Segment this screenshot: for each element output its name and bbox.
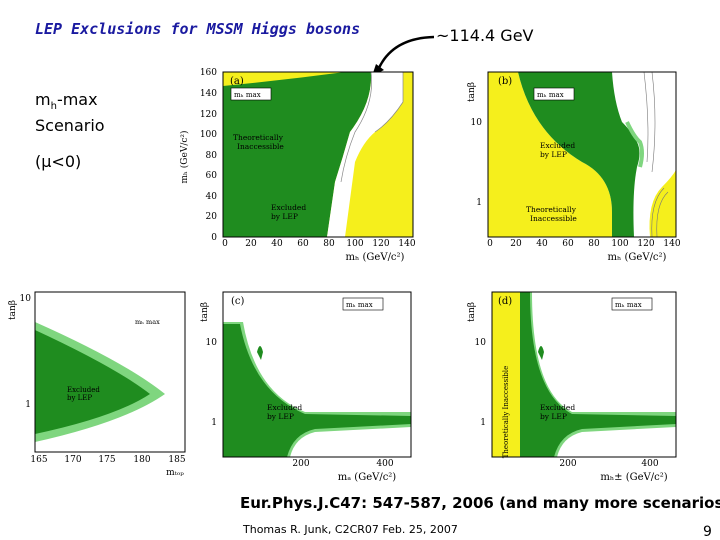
theory-label-b-1: Theoretically — [526, 205, 577, 214]
ytick-a: 160 — [200, 68, 217, 78]
ytick-a: 20 — [206, 212, 218, 222]
legend-c: mₕ max — [346, 301, 373, 309]
legend-d: mₕ max — [615, 301, 642, 309]
panel-label-a: (a) — [230, 76, 244, 87]
excl-label-e-1: Excluded — [67, 386, 100, 394]
excl-label-c-1: Excluded — [267, 403, 302, 412]
theory-label-a-2: Inaccessible — [237, 142, 284, 151]
panel-label-d: (d) — [498, 296, 512, 307]
excl-label-c-2: by LEP — [267, 412, 294, 421]
excl-label-b-2: by LEP — [540, 150, 567, 159]
xtick-e: 170 — [64, 455, 81, 465]
excl-label-d-1: Excluded — [540, 403, 575, 412]
legend-box-b — [533, 87, 575, 101]
scenario-label: mh-max Scenario — [35, 90, 105, 135]
xtick-a: 120 — [372, 239, 389, 249]
mass-annotation: ~114.4 GeV — [436, 26, 534, 45]
ylabel-e: tanβ — [8, 300, 18, 320]
excl-label-b-1: Excluded — [540, 141, 575, 150]
footer-text: Thomas R. Junk, C2CR07 Feb. 25, 2007 — [243, 523, 458, 536]
xtick-a: 40 — [271, 239, 283, 249]
excl-label-d-2: by LEP — [540, 412, 567, 421]
xtick-d: 200 — [559, 459, 576, 469]
xtick-a: 60 — [297, 239, 309, 249]
plot-a: (a) mₕ max Theoretically Inaccessible Ex… — [179, 68, 416, 263]
xtick-b: 0 — [487, 239, 493, 249]
xtick-c: 400 — [376, 459, 393, 469]
xtick-d: 400 — [641, 459, 658, 469]
ytick-a: 40 — [206, 192, 218, 202]
ytick-e: 10 — [20, 294, 32, 304]
legend-b: mₕ max — [537, 91, 564, 99]
plot-d: (d) mₕ max Theoretically Inaccessible Ex… — [467, 291, 677, 483]
xtick-a: 20 — [245, 239, 257, 249]
legend-box-a — [230, 87, 272, 101]
ytick-c: 10 — [206, 338, 218, 348]
xtick-e: 180 — [133, 455, 150, 465]
excl-label-a-2: by LEP — [271, 212, 298, 221]
legend-box-d — [611, 297, 653, 311]
legend-box-c — [342, 297, 384, 311]
theory-label-d: Theoretically Inaccessible — [502, 366, 510, 459]
theory-label-b-2: Inaccessible — [530, 214, 577, 223]
slide-title: LEP Exclusions for MSSM Higgs bosons — [35, 20, 361, 38]
xtick-e: 185 — [168, 455, 185, 465]
ylabel-a: mₕ (GeV/c²) — [179, 130, 190, 183]
xtick-a: 100 — [346, 239, 363, 249]
xtick-e: 175 — [98, 455, 115, 465]
ytick-a: 60 — [206, 171, 218, 181]
xtick-b: 40 — [536, 239, 548, 249]
xtick-b: 120 — [637, 239, 654, 249]
xtick-b: 140 — [663, 239, 680, 249]
ytick-a: 140 — [200, 89, 217, 99]
xtick-b: 20 — [510, 239, 522, 249]
panel-label-b: (b) — [498, 76, 512, 87]
legend-a: mₕ max — [234, 91, 261, 99]
mu-condition: (μ<0) — [35, 152, 82, 171]
ytick-d: 1 — [480, 418, 486, 428]
xlabel-b: mₕ (GeV/c²) — [608, 252, 667, 263]
xtick-b: 100 — [611, 239, 628, 249]
ylabel-c: tanβ — [200, 302, 210, 322]
ytick-a: 0 — [211, 233, 217, 243]
xlabel-a: mₕ (GeV/c²) — [346, 252, 405, 263]
xtick-a: 80 — [323, 239, 335, 249]
xtick-c: 200 — [292, 459, 309, 469]
page-number: 9 — [703, 524, 712, 540]
excl-label-a-1: Excluded — [271, 203, 306, 212]
scenario-m: m — [35, 90, 51, 109]
plot-b: (b) mₕ max Excluded by LEP Theoretically… — [467, 71, 681, 263]
reference-citation: Eur.Phys.J.C47: 547-587, 2006 (and many … — [240, 494, 720, 512]
xlabel-c: mₐ (GeV/c²) — [338, 472, 397, 483]
legend-e: mₕ max — [135, 318, 160, 326]
xtick-a: 0 — [222, 239, 228, 249]
ytick-a: 120 — [200, 110, 217, 120]
ytick-a: 80 — [206, 151, 218, 161]
ytick-e: 1 — [25, 400, 31, 410]
plot-c: (c) mₕ max Excluded by LEP 10 1 200 400 … — [200, 291, 412, 483]
xtick-e: 165 — [30, 455, 47, 465]
scenario-rest: -max — [56, 90, 98, 109]
ytick-c: 1 — [211, 418, 217, 428]
excl-label-e-2: by LEP — [67, 394, 92, 402]
xtick-a: 140 — [398, 239, 415, 249]
ylabel-b: tanβ — [467, 82, 477, 102]
xlabel-d: mₕ± (GeV/c²) — [600, 472, 667, 483]
theory-label-a-1: Theoretically — [233, 133, 284, 142]
ytick-b: 1 — [476, 198, 482, 208]
scenario-line2: Scenario — [35, 116, 105, 136]
ytick-a: 100 — [200, 130, 217, 140]
scenario-sub: h — [50, 101, 57, 113]
plot-e: mₕ max Excluded by LEP 10 1 165 170 175 … — [8, 291, 186, 478]
xtick-b: 80 — [588, 239, 600, 249]
panel-label-c: (c) — [231, 296, 245, 307]
ytick-b: 10 — [471, 118, 483, 128]
ytick-d: 10 — [475, 338, 487, 348]
xtick-b: 60 — [562, 239, 574, 249]
ylabel-d: tanβ — [467, 302, 477, 322]
xlabel-e: mₜₒₚ — [166, 468, 184, 478]
